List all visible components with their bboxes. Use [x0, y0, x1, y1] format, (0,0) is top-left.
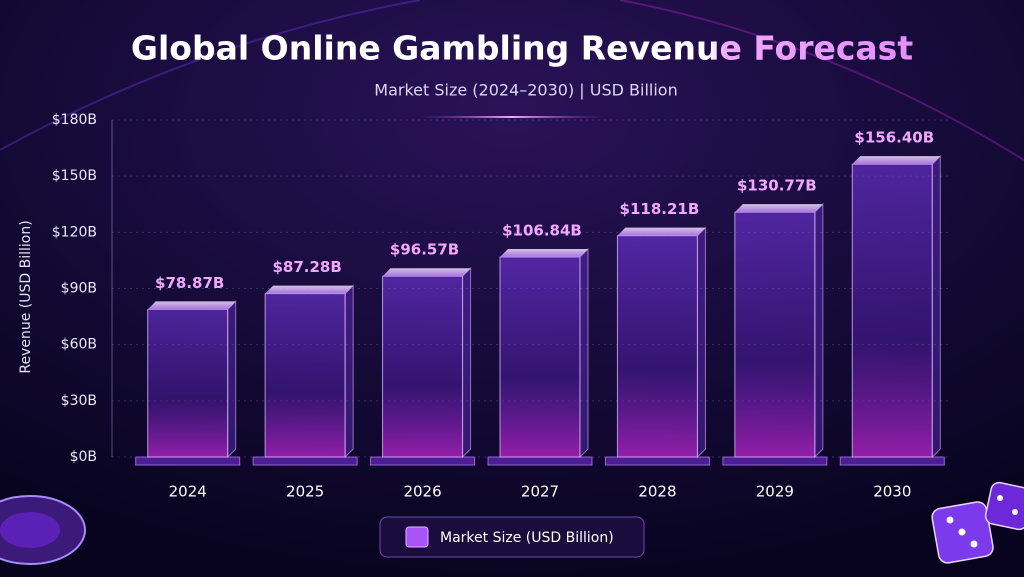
bar-top [734, 204, 823, 213]
legend-label: Market Size (USD Billion) [440, 530, 614, 546]
bar-side [814, 202, 824, 459]
decor-chip [0, 495, 86, 565]
bar-top [500, 248, 588, 257]
x-tick-label: 2024 [169, 483, 207, 501]
legend-swatch [405, 526, 429, 548]
bar-base [604, 456, 710, 466]
title-divider [420, 116, 604, 118]
bar-side [696, 226, 706, 459]
bar-base [839, 456, 945, 466]
bar-base [722, 456, 828, 466]
legend: Market Size (USD Billion) [379, 516, 645, 558]
y-axis-label: Revenue (USD Billion) [18, 220, 34, 373]
bar [616, 235, 698, 458]
bar [851, 163, 933, 458]
bar-top [265, 285, 354, 294]
bar-top [147, 301, 236, 310]
value-label: $106.84B [502, 221, 582, 239]
x-tick-label: 2029 [756, 483, 794, 501]
decor-arc [0, 0, 421, 151]
bar-base [370, 456, 476, 466]
y-tick-label: $90B [61, 281, 97, 297]
value-label: $130.77B [737, 177, 817, 195]
bar [734, 211, 816, 458]
value-label: $87.28B [272, 258, 341, 276]
bar-base [252, 456, 358, 466]
value-label: $78.87B [155, 274, 224, 292]
bar-side [462, 266, 472, 459]
decor-dice [931, 481, 1024, 564]
x-tick-label: 2030 [873, 483, 911, 501]
bar-side [579, 247, 589, 459]
bar [382, 275, 464, 458]
y-tick-label: $30B [61, 393, 97, 409]
bar-side [931, 154, 941, 459]
value-label: $156.40B [854, 129, 934, 147]
bar-top [382, 268, 471, 277]
y-tick-label: $0B [70, 449, 97, 465]
bar [499, 256, 581, 458]
bar-side [344, 284, 354, 459]
y-tick-label: $120B [52, 224, 97, 240]
x-tick-label: 2027 [521, 483, 559, 501]
bar-base [135, 456, 241, 466]
bar-base [487, 456, 593, 466]
chart-subtitle: Market Size (2024–2030) | USD Billion [374, 81, 677, 100]
value-label: $118.21B [620, 200, 700, 218]
bar [264, 293, 346, 458]
x-tick-label: 2025 [286, 483, 324, 501]
bar-side [227, 300, 237, 459]
bar-top [617, 227, 706, 236]
bar-top [852, 156, 941, 165]
chart-title: Global Online Gambling Revenue Forecast [131, 29, 913, 68]
legend-box [379, 516, 645, 558]
y-tick-label: $180B [52, 112, 97, 128]
decor-arc [619, 0, 1024, 161]
x-tick-label: 2028 [638, 483, 676, 501]
value-label: $96.57B [390, 241, 459, 259]
x-tick-label: 2026 [403, 483, 441, 501]
bar [147, 308, 229, 458]
y-tick-label: $60B [61, 337, 97, 353]
y-tick-label: $150B [52, 168, 97, 184]
